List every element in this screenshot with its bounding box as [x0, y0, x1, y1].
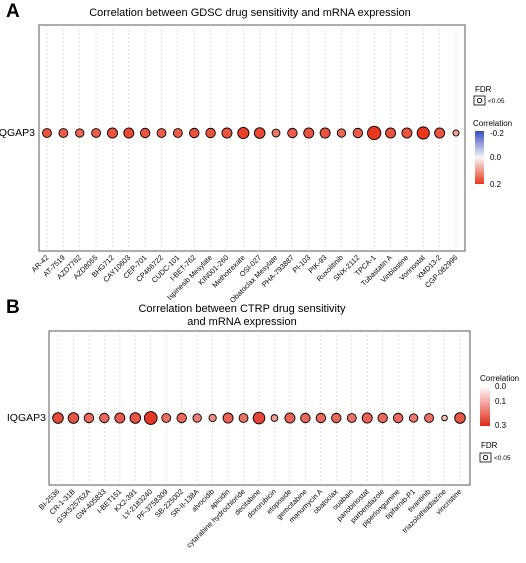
panel-b-points: [52, 411, 466, 425]
panel-a-colorbar: [475, 131, 484, 184]
panel-a-colorbar-title: Correlation: [473, 119, 512, 128]
panel-b-tick-labels: BI-2536CR-1-31BGSK525762AGW-405833I-BET1…: [37, 487, 463, 550]
panel-b-colorbar-title: Correlation: [480, 374, 519, 383]
data-point: [331, 412, 342, 424]
panel-a-fdr-item: <0.05: [488, 98, 505, 105]
data-point: [408, 413, 419, 423]
data-point: [319, 127, 331, 139]
panel-b-fdr-key-box: [479, 452, 492, 463]
data-point: [401, 127, 413, 139]
data-point: [222, 412, 234, 424]
panel-b-gene-label: IQGAP3: [7, 412, 46, 424]
data-point: [221, 127, 233, 139]
data-point: [441, 414, 448, 422]
panel-a-colorbar-tick-bottom: 0.2: [490, 180, 502, 189]
data-point: [99, 412, 110, 424]
data-point: [238, 413, 249, 423]
panel-b-fdr-title: FDR: [481, 441, 498, 450]
panel-a-label: A: [6, 1, 20, 22]
data-point: [83, 412, 95, 424]
data-point: [253, 127, 266, 139]
data-point: [270, 414, 279, 422]
panel-a-tick-labels: AR-42AT-7519AZD7762AZD8055BHG712CAY10603…: [29, 253, 459, 305]
data-point: [52, 412, 64, 424]
data-point: [416, 126, 430, 140]
data-point: [91, 128, 102, 138]
data-point: [287, 127, 298, 139]
panel-b-fdr-key-circle: [482, 454, 489, 461]
panel-b-gridlines: [57, 331, 461, 485]
data-point: [143, 411, 158, 425]
panel-b-title-line-1: Correlation between CTRP drug sensitivit…: [138, 303, 346, 315]
data-point: [377, 412, 388, 424]
data-point: [172, 128, 183, 138]
data-point: [129, 412, 142, 424]
data-point: [123, 127, 135, 139]
data-point: [139, 127, 151, 139]
data-point: [176, 412, 187, 424]
data-point: [315, 412, 327, 424]
data-point: [424, 413, 434, 423]
panel-a-fdr-key-circle: [476, 97, 483, 104]
data-point: [300, 412, 311, 424]
data-point: [156, 128, 167, 138]
data-point: [252, 411, 266, 425]
data-point: [189, 127, 200, 139]
data-point: [336, 128, 347, 138]
panel-a-fdr-key-box: [473, 95, 486, 106]
data-point: [346, 413, 357, 423]
data-point: [106, 127, 118, 139]
data-point: [385, 127, 397, 139]
panel-a-title: Correlation between GDSC drug sensitivit…: [89, 7, 411, 19]
data-point: [205, 127, 216, 139]
data-point: [271, 128, 281, 138]
data-point: [208, 413, 217, 423]
data-point: [237, 126, 250, 140]
panel-b-fdr-item: <0.05: [494, 455, 511, 462]
panel-b-colorbar-tick-mid: 0.1: [495, 397, 507, 406]
data-point: [67, 412, 80, 424]
data-point: [114, 412, 126, 424]
data-point: [192, 413, 202, 423]
data-point: [454, 412, 466, 424]
panel-b-title-line-2: and mRNA expression: [187, 316, 296, 328]
panel-a-gridlines: [46, 25, 457, 251]
panel-a-colorbar-tick-mid: 0.0: [490, 153, 502, 162]
data-point: [361, 412, 373, 424]
data-point: [367, 125, 382, 141]
panel-b-colorbar: [480, 386, 490, 426]
data-point: [303, 127, 315, 139]
data-point: [75, 128, 85, 138]
panel-a-fdr-title: FDR: [475, 85, 492, 94]
panel-a-colorbar-tick-top: -0.2: [490, 129, 504, 138]
panel-b-plot-frame: [48, 330, 471, 486]
panel-a-gene-label: IQGAP3: [0, 127, 35, 139]
panel-b-colorbar-tick-bottom: 0.3: [495, 421, 507, 430]
data-point: [42, 128, 52, 138]
data-point: [161, 413, 172, 423]
data-point: [434, 127, 446, 139]
panel-a-plot-frame: [38, 24, 466, 252]
data-point: [392, 412, 404, 424]
data-point: [452, 129, 460, 137]
panel-b-label: B: [6, 297, 20, 318]
panel-b-colorbar-tick-top: 0.0: [495, 382, 507, 391]
data-point: [284, 412, 296, 424]
data-point: [58, 128, 69, 138]
panel-a-points: [42, 125, 460, 141]
data-point: [352, 127, 364, 139]
